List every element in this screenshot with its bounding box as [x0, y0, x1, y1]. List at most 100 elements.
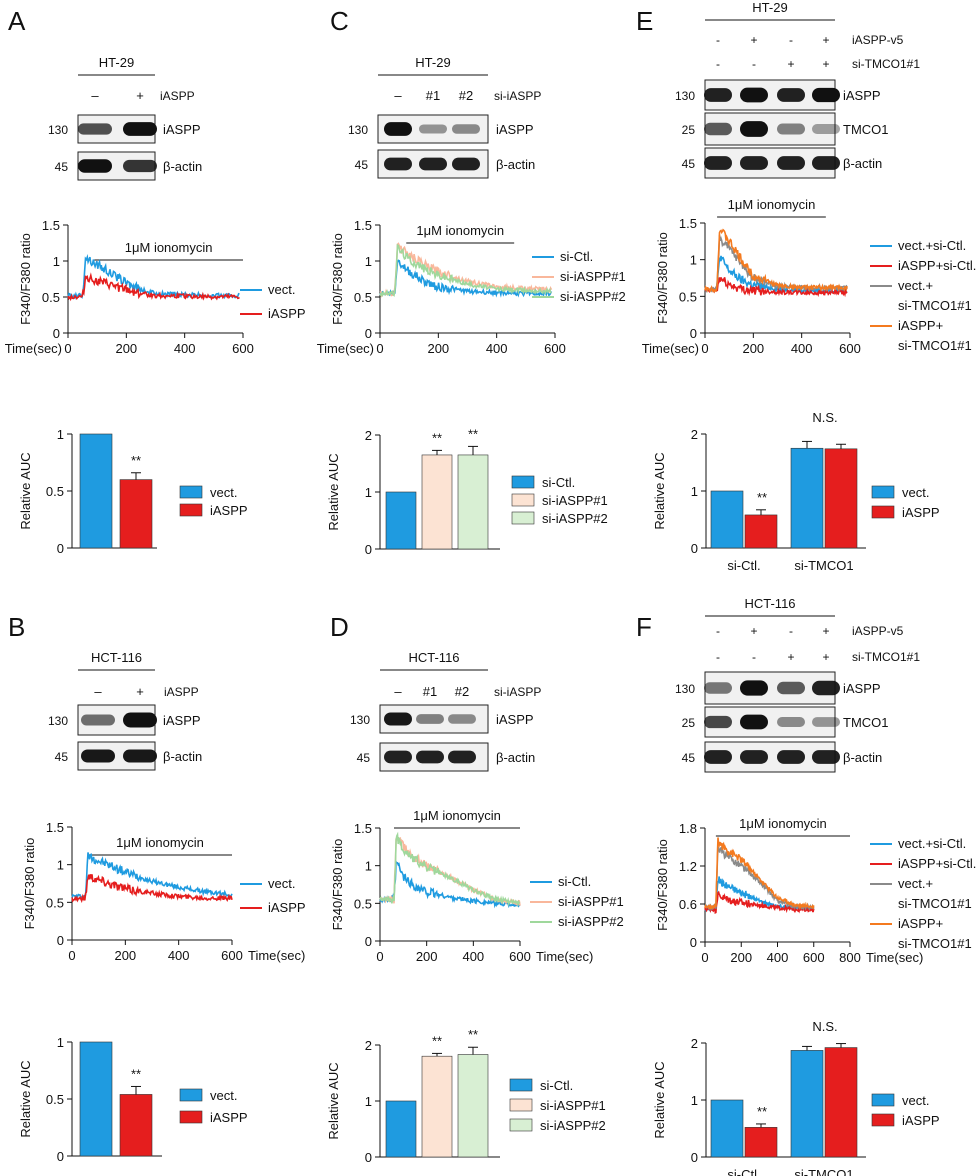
y-tick-label: 0.5	[42, 290, 60, 305]
blot-strip	[379, 704, 489, 734]
protein-band	[384, 712, 412, 726]
y-tick-label: 0	[57, 541, 64, 556]
significance-mark: **	[432, 430, 442, 445]
protein-label: iASPP	[843, 88, 881, 103]
x-tick-label: 400	[767, 950, 789, 965]
x-axis-label: Time(sec)	[866, 950, 923, 965]
protein-band	[81, 714, 115, 726]
protein-band	[448, 714, 476, 724]
x-tick-label: 200	[416, 949, 438, 964]
trace-series-line	[67, 272, 240, 302]
protein-band	[416, 714, 444, 724]
protein-label: β-actin	[496, 750, 535, 765]
y-tick-label: 0	[691, 1150, 698, 1165]
protein-band	[78, 123, 112, 135]
protein-band	[78, 159, 112, 173]
bar	[710, 490, 744, 549]
protein-label: β-actin	[163, 159, 202, 174]
lane-label: –	[394, 684, 402, 699]
bar	[744, 514, 778, 549]
x-tick-label: si-Ctl.	[727, 558, 760, 573]
protein-label: TMCO1	[843, 122, 889, 137]
significance-mark: **	[468, 1027, 478, 1042]
x-tick-label: 0	[376, 341, 383, 356]
y-tick-label: 1.5	[354, 821, 372, 836]
protein-band	[740, 121, 768, 137]
bar	[457, 454, 489, 550]
x-tick-label: 800	[839, 950, 861, 965]
y-tick-label: 2	[691, 427, 698, 442]
sign-label: -	[789, 33, 793, 47]
auc-bar-chart-A: 0 0.5 1 Relative AUC ** vect. iASPP	[18, 427, 248, 556]
y-tick-label: 1	[365, 859, 372, 874]
condition-label: iASPP-v5	[852, 624, 904, 638]
sign-label: -	[716, 624, 720, 638]
molecular-weight-label: 130	[348, 123, 368, 137]
sign-label: -	[716, 57, 720, 71]
trace-series-line	[379, 859, 521, 909]
y-tick-label: 1	[690, 253, 697, 268]
y-axis-label: Relative AUC	[652, 1061, 667, 1138]
legend-label: vect.+	[898, 876, 933, 891]
legend-swatch	[871, 1113, 895, 1127]
legend-label: iASPP+si-Ctl.	[898, 258, 976, 273]
calcium-trace-C: 0 0.5 1 1.5 0 200 400 600 Time(sec) F340/F380 rat…	[317, 218, 626, 356]
protein-band	[704, 122, 732, 136]
protein-band	[81, 749, 115, 763]
sign-label: +	[822, 624, 829, 638]
trace-series-line	[704, 890, 815, 915]
legend-label: si-TMCO1#1	[898, 936, 972, 951]
y-tick-label: 0	[57, 933, 64, 948]
legend-label: vect.	[210, 485, 237, 500]
protein-label: β-actin	[496, 157, 535, 172]
legend-swatch	[509, 1118, 533, 1132]
protein-label: iASPP	[496, 712, 534, 727]
blot-strip	[704, 112, 840, 146]
x-tick-label: 0	[376, 949, 383, 964]
significance-mark: **	[468, 426, 478, 441]
bar	[421, 1055, 453, 1158]
x-tick-label: 400	[486, 341, 508, 356]
y-axis-label: Relative AUC	[652, 452, 667, 529]
y-axis-label: F340/F380 ratio	[18, 233, 33, 325]
lane-label: +	[136, 684, 144, 699]
y-tick-label: 1.2	[679, 859, 697, 874]
molecular-weight-label: 45	[55, 750, 69, 764]
legend-label: iASPP+si-Ctl.	[898, 856, 976, 871]
y-tick-label: 0	[690, 326, 697, 341]
legend-swatch	[871, 505, 895, 519]
legend-label: si-iASPP#2	[540, 1118, 606, 1133]
ionomycin-label: 1μM ionomycin	[116, 835, 204, 850]
protein-band	[777, 88, 805, 102]
legend-label: vect.+si-Ctl.	[898, 238, 966, 253]
legend-label: si-iASPP#1	[558, 894, 624, 909]
cell-line-label: HT-29	[752, 0, 787, 15]
molecular-weight-label: 45	[682, 157, 696, 171]
trace-series-line	[379, 243, 552, 298]
bar	[710, 1099, 744, 1158]
protein-band	[704, 682, 732, 694]
lane-label: –	[91, 88, 99, 103]
legend-label: iASPP+	[898, 916, 943, 931]
blot-strip	[77, 114, 157, 144]
protein-band	[777, 716, 805, 728]
y-axis-label: Relative AUC	[326, 1062, 341, 1139]
molecular-weight-label: 45	[357, 751, 371, 765]
condition-label: iASPP-v5	[852, 33, 904, 47]
x-tick-label: 0	[701, 341, 708, 356]
lane-label: –	[94, 684, 102, 699]
protein-label: TMCO1	[843, 715, 889, 730]
x-axis-label: Time(sec)	[317, 341, 374, 356]
y-tick-label: 0	[365, 326, 372, 341]
ionomycin-label: 1μM ionomycin	[125, 240, 213, 255]
y-tick-label: 0	[365, 542, 372, 557]
bar	[457, 1054, 489, 1158]
auc-bar-chart-B: 0 0.5 1 Relative AUC ** vect. iASPP	[18, 1035, 248, 1164]
x-tick-label: 600	[232, 341, 254, 356]
protein-band	[704, 88, 732, 102]
ionomycin-label: 1μM ionomycin	[416, 223, 504, 238]
sign-label: +	[787, 57, 794, 71]
panel-letter-E: E	[636, 6, 653, 36]
y-tick-label: 0	[365, 934, 372, 949]
lane-label: +	[136, 88, 144, 103]
